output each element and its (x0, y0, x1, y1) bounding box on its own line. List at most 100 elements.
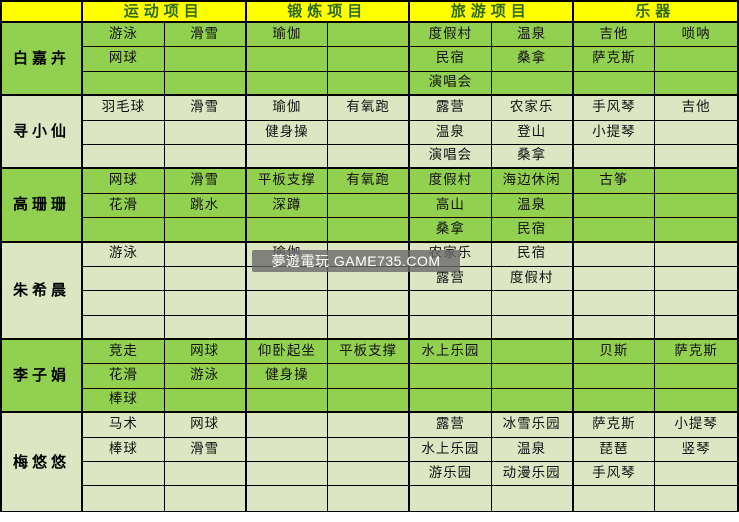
table-cell[interactable]: 露营 (410, 413, 492, 438)
table-cell[interactable] (655, 169, 737, 194)
person-name-cell[interactable]: 白嘉卉 (2, 23, 83, 97)
table-cell[interactable] (164, 144, 247, 170)
table-cell[interactable] (164, 315, 247, 341)
table-cell[interactable] (164, 291, 247, 316)
table-cell[interactable] (655, 364, 737, 389)
table-cell[interactable]: 游泳 (164, 364, 247, 389)
table-cell[interactable] (164, 266, 247, 292)
table-cell[interactable]: 温泉 (491, 437, 574, 463)
table-cell[interactable]: 瑜伽 (246, 96, 329, 121)
table-cell[interactable]: 水上乐园 (410, 340, 492, 365)
table-cell[interactable] (83, 315, 165, 341)
table-cell[interactable] (655, 144, 737, 170)
table-cell[interactable]: 棒球 (83, 388, 165, 414)
table-cell[interactable]: 游泳 (83, 242, 165, 267)
table-cell[interactable]: 登山 (491, 120, 574, 145)
table-cell[interactable] (410, 364, 492, 389)
table-cell[interactable]: 有氧跑 (328, 96, 410, 121)
table-cell[interactable] (655, 47, 737, 72)
table-cell[interactable]: 吉他 (573, 23, 656, 48)
table-cell[interactable]: 温泉 (491, 23, 574, 48)
table-cell[interactable] (164, 47, 247, 72)
table-cell[interactable] (491, 71, 574, 97)
table-cell[interactable] (328, 462, 410, 487)
table-cell[interactable]: 水上乐园 (410, 437, 492, 463)
table-cell[interactable] (655, 218, 737, 243)
table-cell[interactable] (573, 486, 656, 511)
table-cell[interactable]: 羽毛球 (83, 96, 165, 121)
table-cell[interactable]: 吉他 (655, 96, 737, 121)
table-cell[interactable] (164, 462, 247, 487)
table-cell[interactable]: 古筝 (573, 169, 656, 194)
table-cell[interactable]: 手风琴 (573, 96, 656, 121)
table-cell[interactable] (164, 120, 247, 145)
table-cell[interactable] (164, 71, 247, 97)
table-cell[interactable]: 仰卧起坐 (246, 340, 329, 365)
table-cell[interactable] (410, 291, 492, 316)
table-cell[interactable]: 健身操 (246, 120, 329, 145)
table-cell[interactable] (655, 462, 737, 487)
table-cell[interactable]: 滑雪 (164, 169, 247, 194)
table-cell[interactable]: 平板支撑 (328, 340, 410, 365)
table-cell[interactable]: 度假村 (410, 23, 492, 48)
table-cell[interactable] (328, 291, 410, 316)
table-cell[interactable]: 演唱会 (410, 71, 492, 97)
table-cell[interactable]: 民宿 (410, 47, 492, 72)
table-cell[interactable]: 花滑 (83, 364, 165, 389)
table-cell[interactable] (410, 486, 492, 511)
table-cell[interactable] (491, 291, 574, 316)
table-cell[interactable]: 小提琴 (573, 120, 656, 145)
table-cell[interactable]: 竖琴 (655, 437, 737, 463)
table-cell[interactable] (246, 486, 329, 511)
table-cell[interactable] (573, 71, 656, 97)
table-cell[interactable]: 动漫乐园 (491, 462, 574, 487)
table-cell[interactable] (83, 218, 165, 243)
table-cell[interactable] (491, 364, 574, 389)
table-cell[interactable] (246, 291, 329, 316)
table-cell[interactable]: 萨克斯 (573, 413, 656, 438)
table-cell[interactable]: 有氧跑 (328, 169, 410, 194)
table-cell[interactable] (328, 144, 410, 170)
header-cell-category[interactable]: 运动项目 (83, 2, 247, 23)
table-cell[interactable]: 萨克斯 (655, 340, 737, 365)
table-cell[interactable]: 度假村 (410, 169, 492, 194)
table-cell[interactable] (164, 388, 247, 414)
person-name-cell[interactable]: 高珊珊 (2, 169, 83, 243)
table-cell[interactable]: 民宿 (491, 218, 574, 243)
corner-cell[interactable] (2, 2, 83, 23)
table-cell[interactable]: 度假村 (491, 266, 574, 292)
table-cell[interactable] (573, 364, 656, 389)
table-cell[interactable] (410, 388, 492, 414)
table-cell[interactable] (164, 242, 247, 267)
table-cell[interactable]: 跳水 (164, 193, 247, 219)
table-cell[interactable] (328, 413, 410, 438)
table-cell[interactable]: 桑拿 (410, 218, 492, 243)
table-cell[interactable] (328, 120, 410, 145)
table-cell[interactable] (246, 218, 329, 243)
table-cell[interactable] (491, 340, 574, 365)
table-cell[interactable] (573, 144, 656, 170)
table-cell[interactable] (246, 315, 329, 341)
person-name-cell[interactable]: 李子娟 (2, 340, 83, 414)
table-cell[interactable] (573, 266, 656, 292)
table-cell[interactable] (655, 291, 737, 316)
table-cell[interactable] (83, 486, 165, 511)
table-cell[interactable]: 小提琴 (655, 413, 737, 438)
table-cell[interactable] (83, 266, 165, 292)
table-cell[interactable]: 冰雪乐园 (491, 413, 574, 438)
table-cell[interactable] (328, 364, 410, 389)
table-cell[interactable] (328, 71, 410, 97)
table-cell[interactable] (491, 388, 574, 414)
header-cell-category[interactable]: 旅游项目 (410, 2, 574, 23)
table-cell[interactable] (328, 47, 410, 72)
table-cell[interactable] (655, 266, 737, 292)
table-cell[interactable] (328, 23, 410, 48)
table-cell[interactable]: 竞走 (83, 340, 165, 365)
table-cell[interactable] (83, 291, 165, 316)
table-cell[interactable] (655, 486, 737, 511)
table-cell[interactable] (164, 486, 247, 511)
table-cell[interactable] (573, 315, 656, 341)
table-cell[interactable]: 萨克斯 (573, 47, 656, 72)
table-cell[interactable]: 桑拿 (491, 144, 574, 170)
table-cell[interactable] (573, 242, 656, 267)
